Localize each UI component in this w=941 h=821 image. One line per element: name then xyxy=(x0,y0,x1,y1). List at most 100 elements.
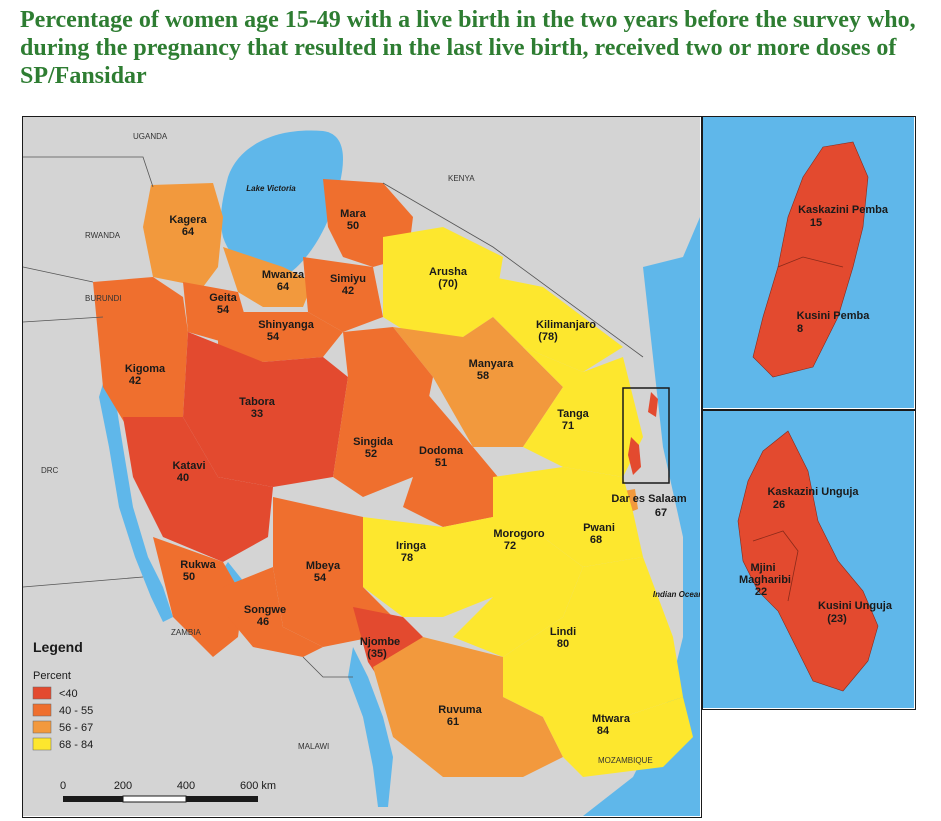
region-label: Tabora 33 xyxy=(239,396,276,420)
region-label: Magharibi 22 xyxy=(739,574,791,598)
main-map-frame: UGANDA KENYA RWANDA BURUNDI DRC ZAMBIA M… xyxy=(22,116,702,818)
country-kenya: KENYA xyxy=(448,174,475,183)
country-drc: DRC xyxy=(41,466,59,475)
region-tanga xyxy=(523,347,643,477)
region-arusha xyxy=(383,227,503,342)
region-label: Simiyu 42 xyxy=(330,273,366,297)
country-zambia: ZAMBIA xyxy=(171,628,201,637)
legend-subtitle: Percent xyxy=(33,670,71,682)
region-dodoma xyxy=(403,377,498,527)
region-label: Songwe 46 xyxy=(244,604,286,628)
region-label: Morogoro 72 xyxy=(493,528,545,552)
country-uganda: UGANDA xyxy=(133,132,168,141)
region-mtwara xyxy=(543,697,693,777)
region-label: Njombe (35) xyxy=(360,636,400,660)
region-singida xyxy=(333,327,433,497)
scale-tick-label: 600 km xyxy=(240,780,276,792)
region-label: Arusha (70) xyxy=(429,266,468,290)
region-kigoma xyxy=(93,277,188,437)
border-kenya xyxy=(382,182,644,358)
unguja-inset: Kaskazini Unguja 26 Mjini Magharibi 22 Kus… xyxy=(702,410,916,710)
region-kilimanjaro xyxy=(493,277,623,372)
legend-item-label: 40 - 55 xyxy=(59,705,93,717)
scale-tick-label: 0 xyxy=(60,780,66,792)
legend-title: Legend xyxy=(33,639,83,655)
country-malawi: MALAWI xyxy=(298,742,329,751)
region-label: Kaskazini Pemba 15 xyxy=(798,204,889,229)
lake-victoria xyxy=(220,130,343,278)
region-label: Kigoma 42 xyxy=(125,363,166,387)
lake-victoria-label: Lake Victoria xyxy=(246,184,296,193)
legend-swatch xyxy=(32,703,52,717)
region-label: Kilimanjaro (78) xyxy=(536,319,596,343)
country-burundi: BURUNDI xyxy=(85,294,121,303)
region-label: Dar es Salaam 67 xyxy=(611,493,686,519)
region-label: Rukwa 50 xyxy=(180,559,216,583)
main-map: UGANDA KENYA RWANDA BURUNDI DRC ZAMBIA M… xyxy=(23,117,700,816)
region-label: Mjini xyxy=(750,562,775,574)
region-label: Pwani 68 xyxy=(583,522,615,546)
region-katavi xyxy=(123,417,273,562)
region-label: Mara 50 xyxy=(340,208,367,232)
legend-swatch xyxy=(32,720,52,734)
pemba-inset: Kaskazini Pemba 15 Kusini Pemba 8 xyxy=(702,116,916,410)
zanzibar-inset-box xyxy=(622,387,670,484)
legend-item-label: <40 xyxy=(59,688,78,700)
legend-swatch xyxy=(32,737,52,751)
region-label: Kagera 64 xyxy=(169,214,207,238)
map-title: Percentage of women age 15-49 with a liv… xyxy=(20,7,916,89)
region-morogoro xyxy=(453,467,583,657)
region-label: Lindi 80 xyxy=(550,626,576,650)
unguja-map: Kaskazini Unguja 26 Mjini Magharibi 22 Kus… xyxy=(703,411,914,708)
region-label: Iringa 78 xyxy=(396,540,427,564)
indian-ocean-label: Indian Ocean xyxy=(653,590,700,599)
region-manyara xyxy=(393,317,563,447)
region-pwani xyxy=(543,467,643,567)
region-lindi xyxy=(503,557,683,717)
region-label: Mtwara 84 xyxy=(592,713,631,737)
region-kagera xyxy=(143,183,223,287)
unguja-island xyxy=(737,430,879,692)
scale-bar: 0 200 400 600 km xyxy=(60,780,276,803)
pemba-island-small xyxy=(648,392,658,417)
region-label: Tanga 71 xyxy=(557,408,589,432)
lake-tanganyika xyxy=(99,377,173,622)
border-rwanda-burundi xyxy=(23,266,104,323)
unguja-island-small xyxy=(628,437,641,475)
scale-segment xyxy=(186,796,258,802)
region-label: Mbeya 54 xyxy=(306,560,341,584)
country-rwanda: RWANDA xyxy=(85,231,121,240)
legend-swatch xyxy=(32,686,52,700)
pemba-island xyxy=(752,141,869,378)
region-shinyanga xyxy=(218,312,343,362)
pemba-internal-border xyxy=(777,256,844,268)
region-label: Kusini Pemba 8 xyxy=(797,310,871,335)
pemba-map: Kaskazini Pemba 15 Kusini Pemba 8 xyxy=(703,117,914,408)
border-malawi xyxy=(302,656,353,678)
legend: Legend Percent <40 40 - 55 56 - 67 68 - … xyxy=(32,639,93,751)
lake-nyasa xyxy=(348,647,393,807)
legend-item-label: 56 - 67 xyxy=(59,722,93,734)
region-label: Manyara 58 xyxy=(469,358,515,382)
scale-segment xyxy=(63,796,123,802)
scale-segment xyxy=(122,795,187,803)
region-label: Geita 54 xyxy=(209,292,237,316)
region-label: Kusini Unguja (23) xyxy=(818,600,893,625)
scale-tick-label: 400 xyxy=(177,780,195,792)
region-label: Mwanza 64 xyxy=(262,269,305,293)
unguja-internal-border xyxy=(752,530,799,602)
region-label: Singida 52 xyxy=(353,436,394,460)
border-zambia xyxy=(23,576,144,588)
border-uganda xyxy=(23,156,154,188)
scale-tick-label: 200 xyxy=(114,780,132,792)
region-label: Dodoma 51 xyxy=(419,445,464,469)
region-label: Kaskazini Unguja 26 xyxy=(767,486,859,511)
region-label: Ruvuma 61 xyxy=(438,704,482,728)
region-label: Katavi 40 xyxy=(172,460,205,484)
region-iringa xyxy=(363,517,493,617)
region-rukwa xyxy=(153,537,243,657)
region-tabora xyxy=(183,332,348,487)
region-simiyu xyxy=(303,257,383,332)
region-songwe xyxy=(223,567,323,657)
region-label: Shinyanga 54 xyxy=(258,319,315,343)
